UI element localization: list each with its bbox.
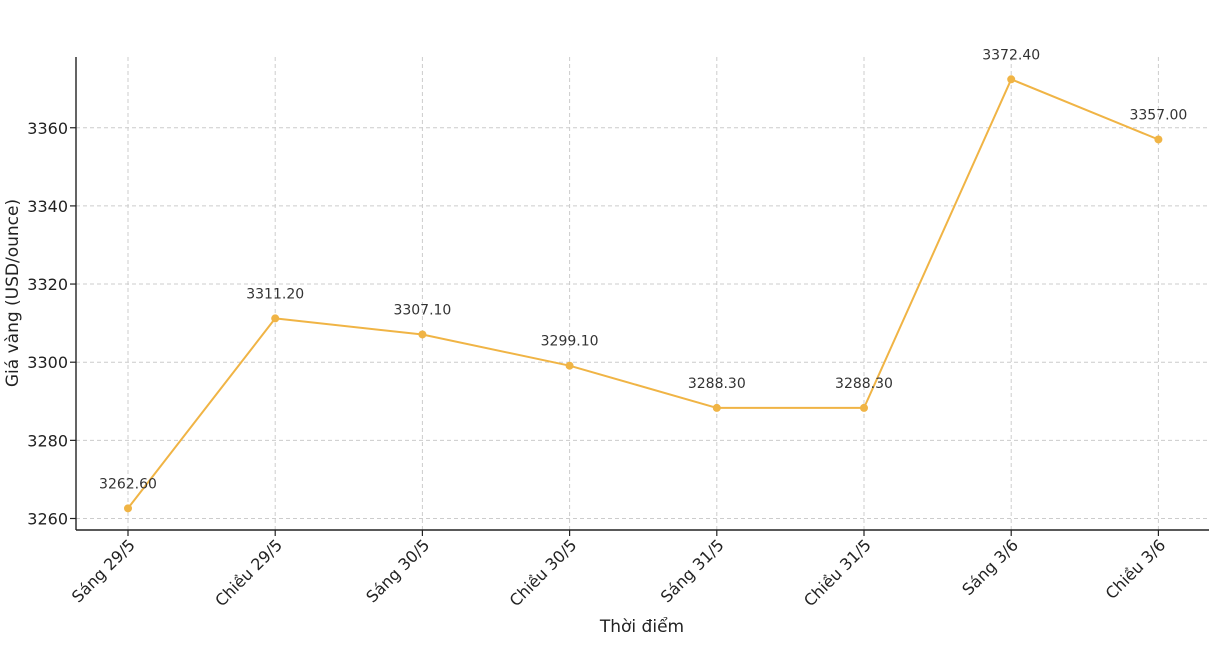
data-point	[418, 330, 427, 339]
data-label: 3288.30	[688, 376, 746, 392]
data-label: 3307.10	[393, 302, 451, 318]
x-tick-label: Sáng 29/5	[68, 535, 139, 606]
y-tick-label: 3360	[27, 119, 68, 138]
data-label: 3372.40	[982, 47, 1040, 63]
data-label: 3299.10	[541, 334, 599, 350]
data-point	[1154, 135, 1163, 144]
data-point	[712, 403, 721, 412]
x-tick-label: Chiều 31/5	[800, 535, 875, 610]
data-label: 3288.30	[835, 376, 893, 392]
data-point	[860, 403, 868, 412]
x-tick-label: Sáng 3/6	[958, 535, 1022, 599]
data-labels: 3262.60 3311.20 3307.10 3299.10 3288.30 3288.…	[99, 47, 1187, 492]
x-tick-label: Chiều 3/6	[1102, 535, 1170, 603]
series	[124, 75, 1163, 513]
y-tick-label: 3340	[27, 197, 68, 216]
series-line	[127, 78, 1159, 509]
y-tick-label: 3260	[27, 510, 68, 529]
data-label: 3262.60	[99, 476, 157, 492]
data-point	[1007, 75, 1016, 84]
data-label: 3311.20	[246, 286, 304, 302]
x-tick-label: Chiều 29/5	[211, 535, 286, 610]
y-tick-label: 3300	[27, 353, 68, 372]
grid-lines	[76, 57, 1209, 530]
x-tick-label: Sáng 30/5	[362, 535, 433, 606]
x-tick-label: Chiều 30/5	[506, 535, 581, 610]
x-axis-title: Thời điểm	[599, 616, 684, 637]
data-point	[124, 504, 132, 513]
data-label: 3357.00	[1129, 107, 1187, 123]
y-axis-title: Giá vàng (USD/ounce)	[3, 199, 23, 387]
y-tick-label: 3280	[27, 431, 68, 450]
data-point	[565, 361, 574, 370]
data-point	[271, 314, 280, 323]
axes	[75, 57, 1209, 531]
y-tick-label: 3320	[27, 275, 68, 294]
x-tick-label: Sáng 31/5	[657, 535, 728, 606]
ticks: 3260 3280 3300 3320 3340 3360 Sáng 29/5 Chiều 2…	[27, 119, 1169, 610]
